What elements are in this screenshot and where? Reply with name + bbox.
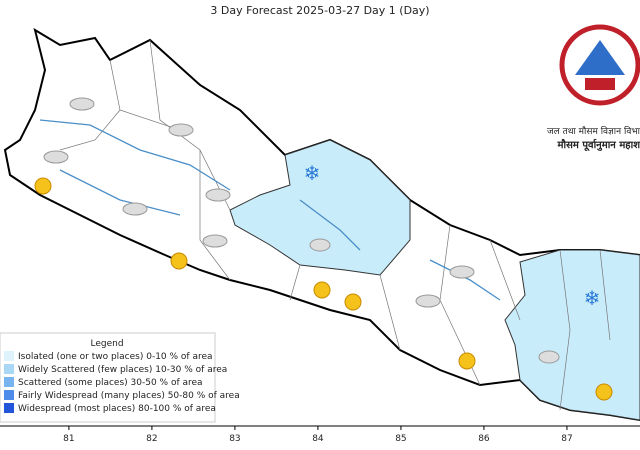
legend-swatch [4, 403, 14, 413]
legend-label: Widespread (most places) 80-100 % of are… [18, 404, 216, 414]
legend-label: Scattered (some places) 30-50 % of area [18, 378, 203, 388]
x-tick-label: 82 [146, 434, 157, 444]
weather-icons: ❄ ❄ [34, 97, 613, 401]
svg-text:❄: ❄ [304, 161, 321, 185]
legend-swatch [4, 364, 14, 374]
legend-box [0, 332, 216, 423]
region-isolated [229, 139, 411, 276]
legend-label: Isolated (one or two places) 0-10 % of a… [18, 352, 213, 362]
x-tick-label: 86 [478, 434, 490, 444]
legend: Legend Isolated (one or two places) 0-10… [0, 332, 240, 423]
legend-title: Legend [90, 339, 123, 349]
region-isolated [504, 249, 640, 421]
x-tick-label: 84 [312, 434, 324, 444]
svg-text:❄: ❄ [584, 286, 601, 310]
rivers [39, 119, 501, 301]
legend-swatch [4, 351, 14, 361]
x-tick-label: 85 [395, 434, 406, 444]
legend-label: Widely Scattered (few places) 10-30 % of… [18, 365, 227, 375]
logo-line1: जल तथा मौसम विज्ञान विभा [547, 125, 640, 137]
map-title: 3 Day Forecast 2025-03-27 Day 1 (Day) [210, 4, 429, 17]
x-tick-label: 87 [561, 434, 572, 444]
logo [559, 24, 640, 106]
legend-swatch [4, 390, 14, 400]
legend-swatch [4, 377, 14, 387]
x-tick-label: 83 [229, 434, 240, 444]
legend-label: Fairly Widespread (many places) 50-80 % … [18, 391, 240, 401]
logo-line2: मौसम पूर्वानुमान महाश [557, 138, 640, 152]
x-tick-label: 81 [63, 434, 74, 444]
